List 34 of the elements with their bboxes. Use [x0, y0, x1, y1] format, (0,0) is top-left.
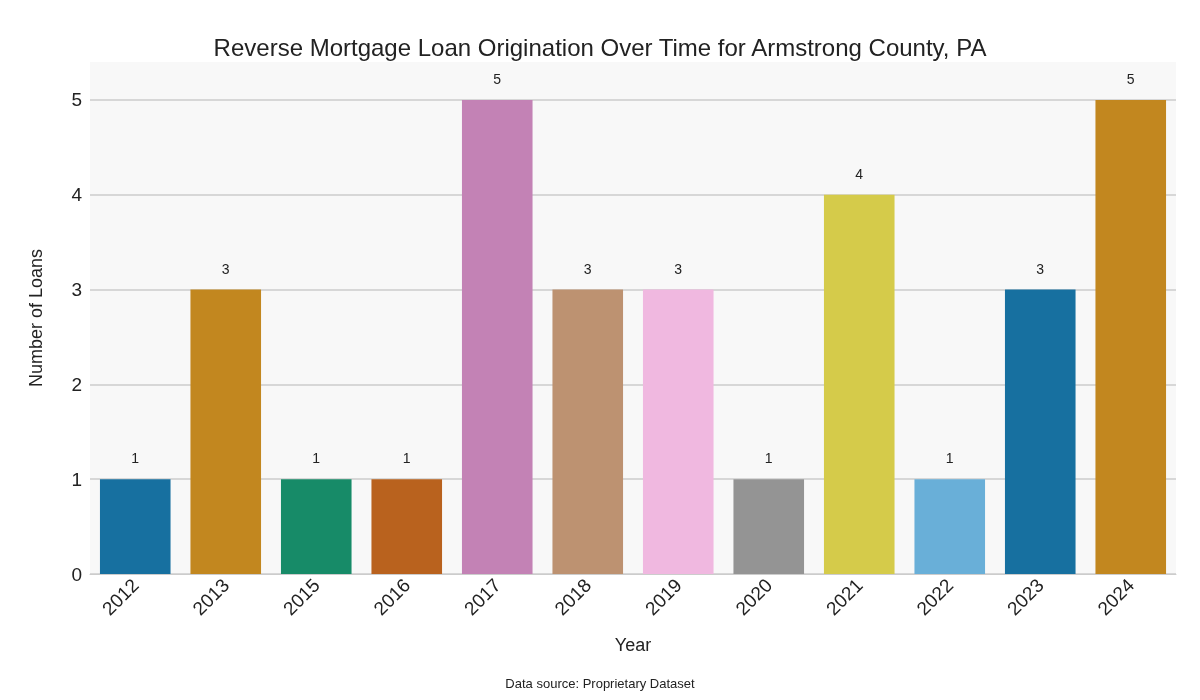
y-tick-label: 4 — [71, 184, 83, 206]
source-note: Data source: Proprietary Dataset — [505, 676, 696, 691]
data-label: 5 — [493, 70, 502, 87]
data-label: 1 — [945, 450, 954, 467]
chart-title: Reverse Mortgage Loan Origination Over Time for Armstrong County, PA — [213, 33, 987, 61]
data-label: 4 — [855, 165, 864, 182]
data-label: 5 — [1126, 70, 1135, 87]
data-label: 1 — [131, 450, 140, 467]
bar — [733, 479, 805, 574]
y-tick-label: 1 — [71, 468, 82, 490]
bar — [823, 194, 895, 574]
bar — [280, 479, 352, 574]
data-label: 3 — [221, 260, 230, 277]
data-label: 1 — [764, 450, 773, 467]
bar — [642, 289, 714, 574]
y-tick-label: 5 — [71, 89, 82, 111]
bar — [371, 479, 443, 574]
data-label: 3 — [583, 260, 592, 277]
data-label: 1 — [312, 450, 321, 467]
bar — [99, 479, 171, 574]
bar — [1004, 289, 1076, 574]
bar — [461, 99, 533, 574]
bar — [190, 289, 262, 574]
data-label: 1 — [402, 450, 411, 467]
bar — [914, 479, 986, 574]
y-tick-label: 2 — [71, 373, 82, 395]
bar — [552, 289, 624, 574]
bar — [1095, 99, 1167, 574]
y-axis-title: Number of Loans — [26, 248, 46, 388]
y-tick-label: 3 — [71, 279, 82, 301]
y-tick-label: 0 — [71, 563, 82, 585]
data-label: 3 — [1036, 260, 1045, 277]
x-axis-title: Year — [614, 635, 652, 655]
data-label: 3 — [674, 260, 683, 277]
